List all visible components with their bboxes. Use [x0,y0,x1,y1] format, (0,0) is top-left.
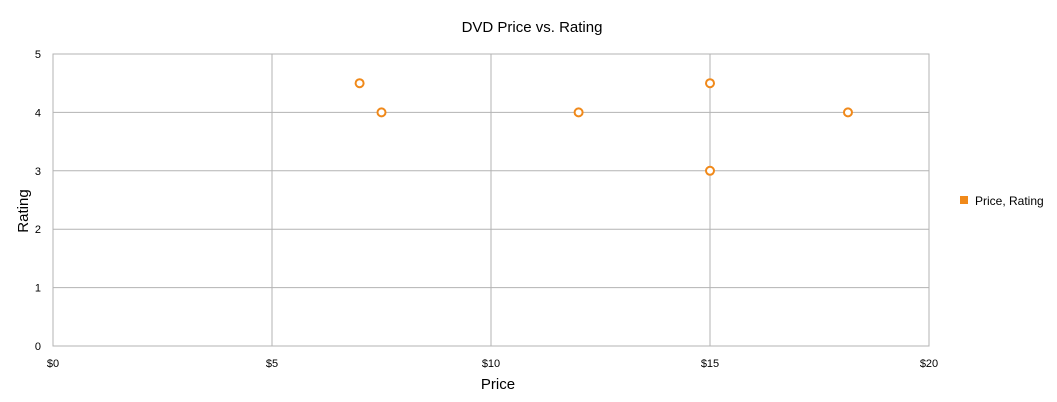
legend-label: Price, Rating [975,194,1044,208]
data-point [573,107,584,118]
legend: Price, Rating [960,194,1044,208]
data-points [354,78,853,176]
grid-lines [52,53,930,347]
legend-swatch [960,196,968,204]
y-tick-label: 4 [35,107,41,119]
data-point [842,107,853,118]
x-axis-title: Price [481,376,515,393]
y-tick-label: 5 [35,49,41,61]
data-point [376,107,387,118]
y-tick-label: 1 [35,283,41,295]
data-point [705,165,715,176]
y-tick-label: 2 [35,224,41,236]
data-point [705,78,715,89]
x-tick-label: $10 [482,358,500,370]
x-tick-label: $0 [47,358,59,370]
plot-area [52,53,930,347]
y-tick-label: 3 [35,166,41,178]
y-axis-tick-labels: 0 1 2 3 4 5 [35,49,41,353]
chart-title: DVD Price vs. Rating [462,19,603,36]
x-tick-label: $15 [701,358,719,370]
x-tick-label: $20 [920,358,938,370]
x-axis-tick-labels: $0 $5 $10 $15 $20 [47,358,938,370]
y-tick-label: 0 [35,341,41,353]
data-point [354,78,365,89]
y-axis-title: Rating [15,189,32,232]
x-tick-label: $5 [266,358,278,370]
